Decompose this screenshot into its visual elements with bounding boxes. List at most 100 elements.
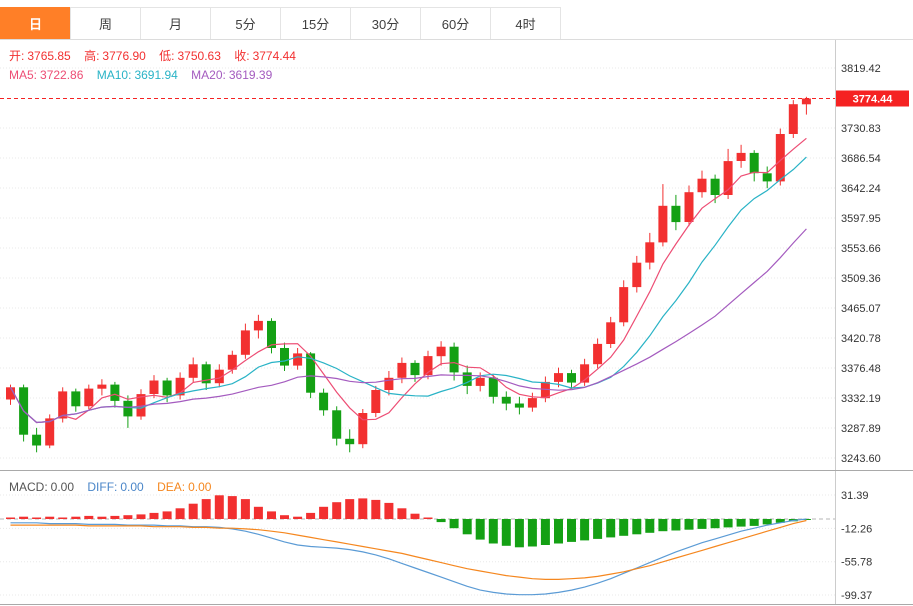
price-axis-label: 3465.07 (841, 303, 881, 315)
candle-body (462, 372, 472, 386)
candle-body (58, 391, 68, 419)
tab-15min[interactable]: 15分 (280, 7, 351, 39)
macd-histogram-bar (749, 519, 759, 526)
candle-body (410, 362, 420, 376)
tab-month[interactable]: 月 (140, 7, 211, 39)
macd-histogram-bar (19, 516, 29, 519)
macd-histogram-bar (149, 512, 159, 519)
candle-body (267, 320, 276, 348)
macd-axis-label: -55.78 (841, 557, 872, 569)
price-axis-label: 3243.60 (841, 453, 881, 465)
macd-histogram-bar (32, 517, 42, 519)
macd-histogram-bar (540, 519, 550, 545)
candle-body (658, 205, 668, 243)
candle-body (384, 377, 394, 390)
macd-histogram-bar (606, 519, 616, 538)
timeframe-tabbar: 日 周 月 5分 15分 30分 60分 4时 (0, 0, 913, 40)
candle-body (606, 322, 616, 344)
macd-histogram-bar (619, 519, 629, 536)
macd-histogram-bar (593, 519, 603, 539)
candle-body (788, 104, 798, 134)
macd-histogram-bar (71, 516, 81, 519)
candle-body (423, 356, 433, 376)
candle-body (293, 353, 303, 366)
candle-body (110, 384, 120, 401)
candle-body (554, 373, 563, 382)
candle-body (214, 369, 224, 384)
macd-histogram-bar (267, 511, 276, 519)
macd-histogram-bar (710, 519, 720, 529)
candle-body (475, 377, 485, 386)
main-chart-panel: 3819.42 3730.83 3686.54 3642.24 3597.95 3553.… (0, 40, 913, 471)
macd-chart[interactable]: 31.39 -12.26 -55.78 -99.37 (0, 471, 913, 604)
macd-histogram-bar (736, 519, 746, 527)
macd-histogram-bar (501, 519, 511, 546)
candle-body (775, 134, 785, 182)
tab-week[interactable]: 周 (70, 7, 141, 39)
price-axis-label: 3642.24 (841, 183, 881, 195)
candle-body (567, 373, 576, 383)
candle-body (32, 434, 42, 446)
current-price-tag (836, 90, 909, 107)
ma20-line (9, 228, 807, 424)
candle-body (97, 384, 107, 389)
candle-body (84, 388, 94, 407)
macd-histogram-bar (514, 519, 524, 548)
candle-body (723, 161, 733, 195)
macd-histogram-bar (410, 513, 420, 520)
candle-body (436, 346, 446, 357)
macd-histogram-bar (280, 515, 289, 519)
macd-histogram-bar (358, 498, 368, 519)
macd-histogram-bar (488, 519, 498, 544)
macd-histogram-bar (775, 519, 785, 523)
candle-body (319, 392, 329, 411)
candle-body (449, 346, 459, 373)
candle-body (697, 178, 707, 193)
candle-body (684, 192, 694, 222)
macd-histogram-bar (554, 519, 563, 544)
candle-body (188, 364, 198, 378)
candle-body (619, 287, 629, 323)
candle-body (593, 343, 603, 365)
price-axis-label: 3376.48 (841, 363, 881, 375)
tab-30min[interactable]: 30分 (350, 7, 421, 39)
candle-body (371, 390, 381, 413)
macd-histogram-bar (332, 502, 342, 519)
candle-body (501, 396, 511, 404)
price-axis-label: 3509.36 (841, 273, 881, 285)
macd-histogram-bar (123, 515, 133, 519)
macd-histogram-bar (214, 495, 224, 519)
price-axis-label: 3686.54 (841, 153, 881, 165)
tab-60min[interactable]: 60分 (420, 7, 491, 39)
candle-body (201, 364, 211, 384)
price-axis-label: 3332.19 (841, 393, 881, 405)
candle-body (280, 348, 289, 366)
current-price-tag-text: 3774.44 (853, 94, 894, 106)
candle-body (488, 377, 498, 397)
macd-histogram-bar (58, 517, 68, 519)
candle-body (645, 242, 655, 263)
macd-histogram-bar (632, 519, 642, 535)
tab-5min[interactable]: 5分 (210, 7, 281, 39)
macd-histogram-bar (84, 515, 94, 519)
tab-4hour[interactable]: 4时 (490, 7, 561, 39)
price-axis-label: 3819.42 (841, 63, 881, 75)
candle-body (306, 353, 316, 393)
candlestick-chart[interactable]: 3819.42 3730.83 3686.54 3642.24 3597.95 3553.… (0, 40, 913, 470)
macd-histogram-bar (6, 517, 15, 519)
tab-day[interactable]: 日 (0, 7, 71, 39)
macd-histogram-bar (306, 512, 316, 519)
macd-histogram-bar (697, 519, 707, 529)
macd-histogram-bar (567, 519, 576, 542)
macd-panel: 31.39 -12.26 -55.78 -99.37 MACD: 0.00 DIFF: 0… (0, 471, 913, 605)
macd-histogram-bar (645, 519, 655, 533)
candle-body (632, 262, 642, 288)
candle-body (749, 152, 759, 174)
candle-body (514, 403, 524, 408)
macd-histogram-bar (527, 519, 537, 547)
ma10-line (9, 156, 807, 424)
macd-histogram-bar (227, 496, 237, 519)
macd-axis-label: -12.26 (841, 523, 872, 535)
macd-histogram-bar (762, 519, 772, 525)
